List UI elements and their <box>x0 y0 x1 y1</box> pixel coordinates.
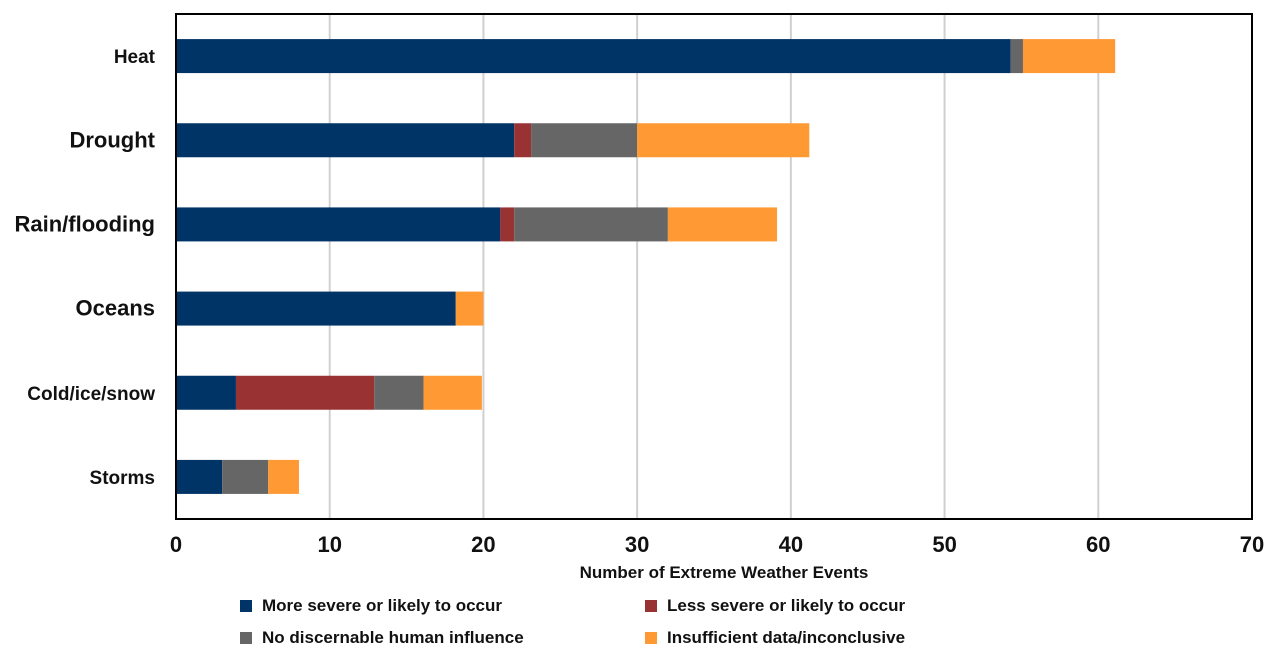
bar-segment <box>423 376 481 410</box>
legend-label: No discernable human influence <box>262 628 524 648</box>
x-tick-label: 50 <box>932 532 956 557</box>
bar-segment <box>1011 39 1023 73</box>
x-tick-label: 0 <box>170 532 182 557</box>
x-tick-label: 70 <box>1240 532 1264 557</box>
plot-area-frame <box>176 14 1252 519</box>
legend-label: More severe or likely to occur <box>262 596 502 616</box>
bar-segment <box>637 123 809 157</box>
category-label: Heat <box>114 47 156 68</box>
x-tick-label: 30 <box>625 532 649 557</box>
legend-swatch-more-severe <box>240 600 252 612</box>
bar-segment <box>176 292 456 326</box>
legend-item-more-severe: More severe or likely to occur <box>240 596 645 616</box>
x-tick-label: 60 <box>1086 532 1110 557</box>
bars <box>176 39 1115 494</box>
category-label: Storms <box>90 468 155 489</box>
x-tick-labels: 0 10 20 30 40 50 60 70 <box>170 532 1264 557</box>
stacked-bar-chart: Heat Drought Rain/flooding Oceans Cold/ice/s… <box>0 0 1268 590</box>
bar-segment <box>176 123 514 157</box>
legend-item-insufficient-data: Insufficient data/inconclusive <box>645 628 1000 648</box>
legend: More severe or likely to occur Less seve… <box>240 596 1000 648</box>
bar-segment <box>176 39 1011 73</box>
legend-label: Insufficient data/inconclusive <box>667 628 905 648</box>
bar-segment <box>514 123 531 157</box>
x-tick-label: 20 <box>471 532 495 557</box>
category-label: Cold/ice/snow <box>27 384 155 405</box>
legend-label: Less severe or likely to occur <box>667 596 905 616</box>
bar-segment <box>176 376 236 410</box>
bar-segment <box>236 376 374 410</box>
x-tick-label: 40 <box>779 532 803 557</box>
bar-segment <box>456 292 484 326</box>
bar-segment <box>176 460 222 494</box>
gridlines <box>330 14 1099 519</box>
bar-segment <box>222 460 268 494</box>
bar-segment <box>374 376 423 410</box>
category-labels: Heat Drought Rain/flooding Oceans Cold/ice/s… <box>14 47 155 489</box>
bar-segment <box>176 207 500 241</box>
legend-item-no-influence: No discernable human influence <box>240 628 645 648</box>
category-label: Oceans <box>76 296 156 321</box>
legend-swatch-no-influence <box>240 632 252 644</box>
x-tick-label: 10 <box>317 532 341 557</box>
bar-segment <box>500 207 514 241</box>
bar-segment <box>668 207 777 241</box>
bar-segment <box>514 207 668 241</box>
legend-swatch-less-severe <box>645 600 657 612</box>
category-label: Drought <box>69 127 155 152</box>
legend-item-less-severe: Less severe or likely to occur <box>645 596 1000 616</box>
bar-segment <box>268 460 299 494</box>
legend-swatch-insufficient-data <box>645 632 657 644</box>
bar-segment <box>531 123 637 157</box>
category-label: Rain/flooding <box>14 211 155 236</box>
x-axis-title: Number of Extreme Weather Events <box>580 563 869 582</box>
bar-segment <box>1023 39 1115 73</box>
